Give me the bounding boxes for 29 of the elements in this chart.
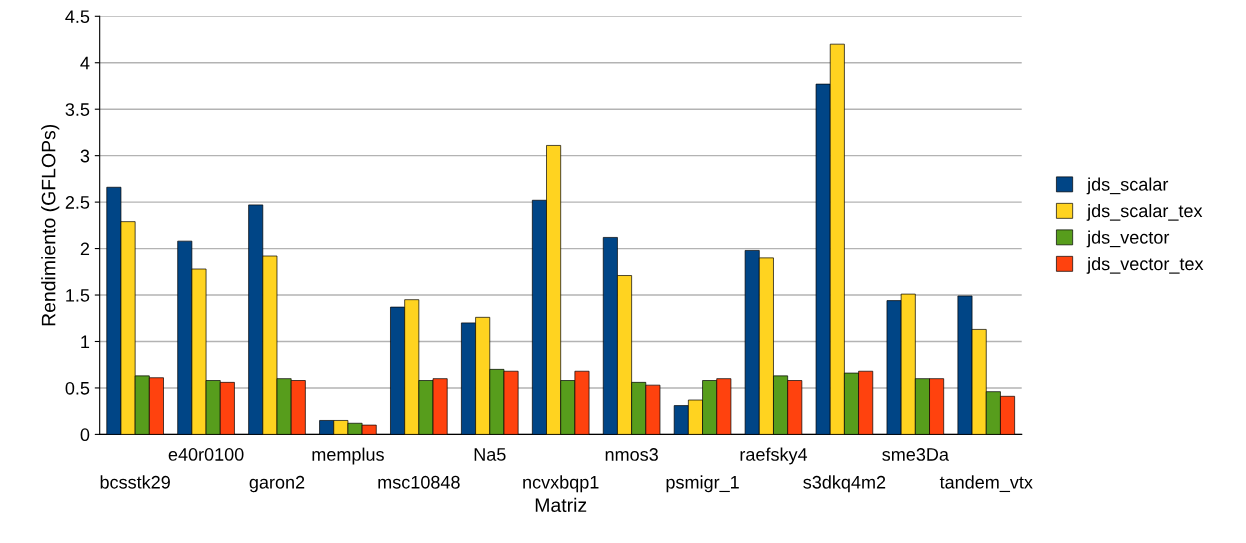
legend-label: jds_vector [1086,230,1170,248]
x-tick-label: psmigr_1 [666,475,739,493]
y-axis-title: Rendimiento (GFLOPs) [41,124,60,326]
x-tick-label: bcsstk29 [100,475,170,489]
x-tick-label: memplus [312,447,384,465]
legend-label: jds_vector_tex [1086,256,1204,274]
y-tick-label: 4.5 [65,10,90,24]
y-tick-label: 3 [80,149,90,163]
x-tick-label: raefsky4 [740,447,808,465]
y-tick-label: 2 [80,242,90,256]
x-axis-title: Matriz [535,497,587,513]
x-tick-label: e40r0100 [168,448,244,461]
y-tick-label: 4 [80,56,90,70]
x-tick-label: tandem_vtx [939,475,1033,493]
y-tick-label: 0 [80,428,90,442]
x-tick-label: garon2 [249,475,305,493]
x-tick-label: s3dkq4m2 [803,475,886,493]
x-tick-label: Na5 [474,448,506,461]
y-tick-label: 1 [81,335,90,349]
legend-label: jds_scalar_tex [1086,204,1203,221]
y-tick-label: 0.5 [65,381,90,395]
legend-label: jds_scalar [1086,177,1169,195]
x-tick-label: nmos3 [605,448,658,461]
x-tick-label: msc10848 [378,475,460,489]
y-tick-label: 2.5 [65,196,90,209]
x-tick-label: sme3Da [882,448,949,461]
y-tick-label: 3.5 [65,103,90,116]
x-tick-label: ncvxbqp1 [523,475,599,493]
y-tick-label: 1.5 [66,289,90,302]
